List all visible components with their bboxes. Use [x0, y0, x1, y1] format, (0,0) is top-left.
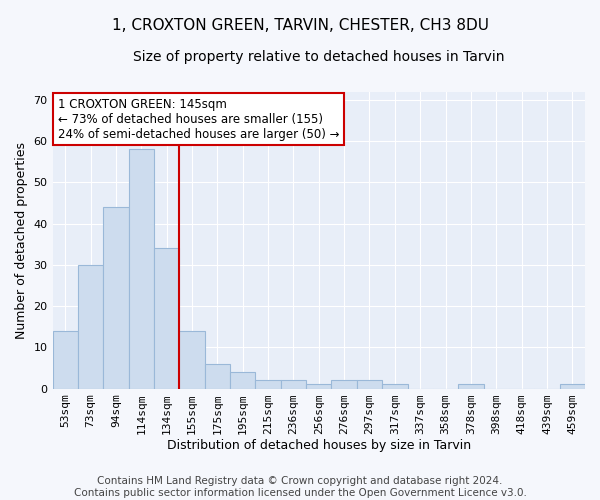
- Title: Size of property relative to detached houses in Tarvin: Size of property relative to detached ho…: [133, 50, 505, 64]
- Bar: [205, 364, 230, 388]
- Bar: [306, 384, 331, 388]
- Text: 1 CROXTON GREEN: 145sqm
← 73% of detached houses are smaller (155)
24% of semi-d: 1 CROXTON GREEN: 145sqm ← 73% of detache…: [58, 98, 339, 140]
- Y-axis label: Number of detached properties: Number of detached properties: [15, 142, 28, 338]
- Bar: [256, 380, 281, 388]
- Bar: [154, 248, 179, 388]
- Bar: [458, 384, 484, 388]
- Bar: [78, 265, 103, 388]
- Bar: [560, 384, 585, 388]
- Bar: [179, 331, 205, 388]
- X-axis label: Distribution of detached houses by size in Tarvin: Distribution of detached houses by size …: [167, 440, 471, 452]
- Bar: [331, 380, 357, 388]
- Bar: [230, 372, 256, 388]
- Text: Contains HM Land Registry data © Crown copyright and database right 2024.
Contai: Contains HM Land Registry data © Crown c…: [74, 476, 526, 498]
- Bar: [281, 380, 306, 388]
- Bar: [357, 380, 382, 388]
- Text: 1, CROXTON GREEN, TARVIN, CHESTER, CH3 8DU: 1, CROXTON GREEN, TARVIN, CHESTER, CH3 8…: [112, 18, 488, 32]
- Bar: [382, 384, 407, 388]
- Bar: [128, 150, 154, 388]
- Bar: [103, 207, 128, 388]
- Bar: [53, 331, 78, 388]
